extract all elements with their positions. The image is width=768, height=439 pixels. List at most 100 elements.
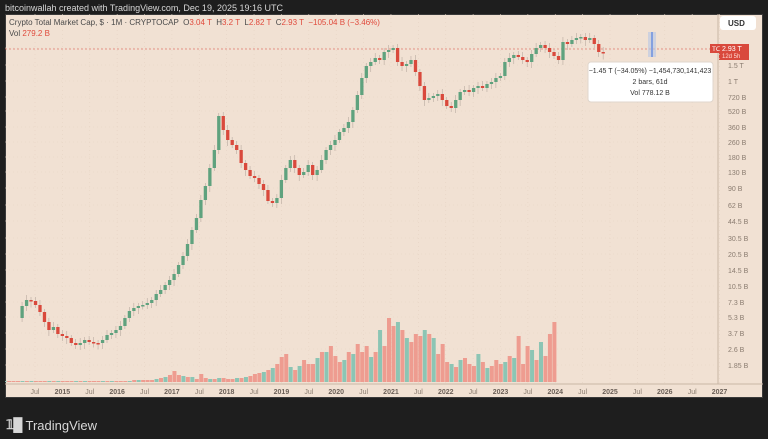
candle: [114, 330, 118, 333]
volume-bar: [270, 368, 275, 382]
candle: [118, 326, 123, 330]
candle: [150, 300, 154, 303]
candle: [136, 306, 140, 308]
volume-bar: [42, 381, 47, 382]
candle: [436, 94, 440, 96]
volume-bar: [315, 358, 320, 382]
time-tick: 2023: [493, 389, 509, 396]
candle: [530, 54, 534, 62]
candle: [20, 306, 24, 318]
volume-bar: [203, 378, 208, 382]
price-tick: 520 B: [728, 109, 747, 116]
volume-bar: [476, 354, 481, 382]
volume-bar: [217, 378, 222, 382]
candle: [105, 335, 109, 340]
candle: [56, 327, 60, 334]
volume-bar: [454, 367, 459, 382]
time-tick: 2022: [438, 389, 454, 396]
volume-bar: [105, 381, 110, 382]
volume-bar: [324, 352, 329, 382]
candle: [395, 48, 400, 62]
candle: [252, 176, 257, 178]
volume-bar: [252, 374, 257, 382]
candle: [266, 190, 270, 201]
volume-bar: [445, 362, 450, 382]
price-tick: 180 B: [728, 155, 747, 162]
volume-bar: [302, 360, 307, 382]
open-value: 3.04 T: [189, 18, 212, 27]
volume-bar: [436, 354, 441, 382]
candle: [172, 274, 176, 280]
volume-bar: [132, 380, 137, 382]
time-tick: Jul: [688, 389, 697, 396]
candle: [181, 256, 185, 265]
candle: [132, 308, 136, 311]
volume-bar: [440, 344, 445, 382]
volume-bar: [243, 377, 248, 382]
candle: [51, 327, 56, 330]
volume-bar: [297, 366, 302, 382]
volume-bar: [141, 380, 146, 382]
volume-bar: [342, 360, 347, 382]
candle: [467, 90, 471, 92]
volume-bar: [355, 344, 360, 382]
candle: [561, 42, 565, 60]
volume-bar: [275, 364, 280, 382]
volume-bar: [538, 342, 543, 382]
volume-bar: [190, 377, 195, 382]
price-tick: 62 B: [728, 203, 743, 210]
volume-bar: [5, 381, 7, 382]
volume-bar: [311, 364, 316, 382]
candle: [109, 333, 114, 335]
candle: [145, 303, 149, 305]
volume-bar: [239, 378, 244, 382]
price-tick: 2.6 B: [728, 347, 745, 354]
price-tick: 3.7 B: [728, 331, 745, 338]
volume-bar: [87, 381, 92, 382]
candle: [413, 60, 418, 72]
candle: [230, 140, 234, 145]
candle: [445, 100, 449, 106]
candle: [574, 38, 579, 40]
volume-bar: [467, 364, 472, 382]
candle: [288, 160, 292, 168]
candle: [163, 285, 167, 290]
volume-bar: [409, 342, 414, 382]
candle: [391, 48, 395, 50]
volume-bar: [150, 380, 155, 382]
volume-bar: [395, 322, 400, 382]
candle: [570, 40, 574, 44]
volume-bar: [284, 354, 289, 382]
symbol-title[interactable]: Crypto Total Market Cap, $ · 1M · CRYPTO…: [9, 18, 179, 27]
candle: [498, 76, 503, 78]
volume-bar: [221, 378, 226, 382]
candle: [29, 300, 33, 302]
candle: [217, 116, 221, 150]
candle: [83, 340, 87, 343]
candle: [351, 110, 355, 122]
candle: [471, 88, 476, 92]
candle: [311, 165, 315, 175]
time-tick: 2020: [328, 389, 344, 396]
time-tick: 2026: [657, 389, 673, 396]
candle: [601, 52, 605, 54]
candle: [306, 165, 310, 172]
volume-bar: [91, 381, 96, 382]
measure-tooltip: [587, 61, 714, 103]
time-tick: 2027: [712, 389, 728, 396]
volume-bar: [293, 370, 298, 382]
volume-bar: [60, 381, 65, 382]
volume-bar: [163, 377, 168, 382]
price-tick: 20.5 B: [728, 252, 749, 259]
volume-bar: [534, 360, 539, 382]
volume-bar: [503, 362, 508, 382]
candle: [297, 168, 301, 175]
volume-bar: [38, 381, 43, 382]
candle: [78, 343, 82, 345]
candle: [454, 100, 458, 108]
candle: [588, 38, 592, 40]
time-tick: 2016: [109, 389, 125, 396]
candle: [194, 218, 199, 230]
volume-bar: [248, 376, 253, 382]
